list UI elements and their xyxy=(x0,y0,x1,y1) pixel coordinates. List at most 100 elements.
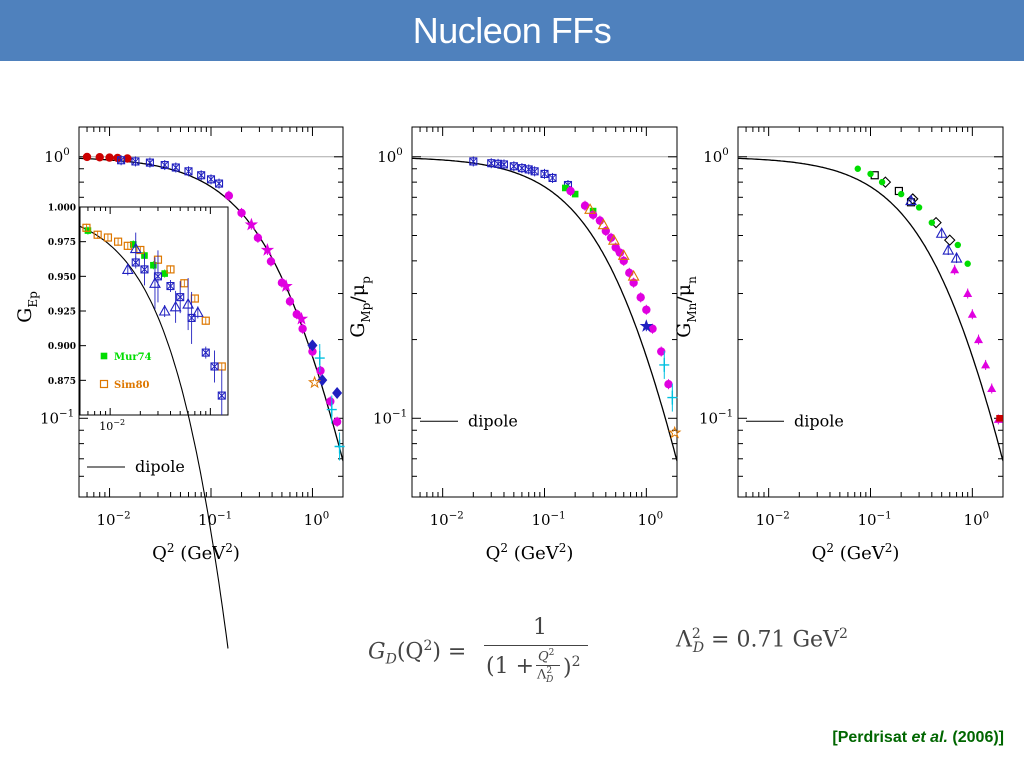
data-point-box xyxy=(171,163,180,172)
x-tick-label: 10−1 xyxy=(531,510,565,529)
data-series xyxy=(950,264,1003,425)
data-point xyxy=(974,335,984,344)
data-point xyxy=(942,243,955,255)
formula-lhs: GD(Q2) = xyxy=(368,638,467,668)
data-point-box xyxy=(145,158,154,167)
data-point xyxy=(996,414,1003,422)
inset-y-tick-label: 0.900 xyxy=(48,342,76,352)
inset-data-point xyxy=(166,281,175,291)
data-point xyxy=(530,167,539,176)
data-point-box xyxy=(494,159,503,168)
data-point-box xyxy=(530,167,539,176)
data-point xyxy=(171,163,180,172)
inset-data-point xyxy=(158,304,171,316)
inset-data-point xyxy=(140,265,149,274)
data-point-box xyxy=(469,157,478,166)
data-point xyxy=(224,191,234,200)
y-tick-label: 10−1 xyxy=(373,409,407,428)
legend-label: dipole xyxy=(794,411,844,430)
data-point xyxy=(294,311,309,325)
data-point xyxy=(597,218,610,230)
data-point xyxy=(95,153,104,162)
data-point xyxy=(878,178,886,186)
data-point xyxy=(627,269,640,281)
data-point xyxy=(540,169,549,178)
inset-data-point-box xyxy=(131,258,140,267)
inset-data-point xyxy=(123,241,132,250)
legend-label: dipole xyxy=(468,411,518,430)
inset-data-point-box xyxy=(176,293,185,302)
data-point-box xyxy=(509,162,518,171)
data-point xyxy=(639,319,654,332)
x-tick-label: 10−2 xyxy=(96,510,130,529)
formula-inner-den: Λ2D xyxy=(537,666,554,685)
inset-data-point xyxy=(153,272,163,281)
x-tick-label: 100 xyxy=(964,510,990,529)
data-point xyxy=(928,219,936,226)
inset-data-point xyxy=(201,316,210,325)
inset-data-point xyxy=(182,297,195,309)
data-point xyxy=(905,194,917,206)
data-point xyxy=(279,279,293,292)
data-series xyxy=(854,165,971,267)
data-point xyxy=(950,251,963,263)
data-point xyxy=(943,234,956,246)
inset-data-point xyxy=(103,233,113,242)
data-point xyxy=(642,305,651,314)
y-tick-label: 100 xyxy=(44,147,70,166)
y-tick-label: 100 xyxy=(377,147,403,166)
dipole-curve xyxy=(738,157,1004,462)
inset-data-point-cross xyxy=(166,282,175,290)
data-point xyxy=(964,260,971,267)
data-point-cross xyxy=(548,174,557,182)
x-tick-label: 100 xyxy=(638,510,664,529)
formula-inner-bar xyxy=(536,665,560,666)
data-series xyxy=(996,414,1003,422)
y-axis-label: GMp/μp xyxy=(347,276,373,338)
data-point xyxy=(668,425,682,439)
inset-y-tick-label: 0.875 xyxy=(48,377,76,387)
data-point xyxy=(317,374,328,387)
data-point-cross xyxy=(197,171,206,180)
data-point-box xyxy=(548,173,557,183)
inset-data-point-cross xyxy=(210,362,219,371)
inset-data-point xyxy=(210,362,219,371)
data-series xyxy=(224,190,342,427)
chart-panel-2: dipole xyxy=(411,126,682,498)
title-bar: Nucleon FFs xyxy=(0,0,1024,61)
data-series xyxy=(566,185,673,390)
chart-panel-3: dipole xyxy=(737,126,1004,498)
data-point xyxy=(561,184,569,192)
inset-y-tick-label: 1.000 xyxy=(48,204,76,214)
inset-data-point xyxy=(93,230,102,239)
x-tick-label: 10−2 xyxy=(430,510,464,529)
y-tick-label: 10−1 xyxy=(40,409,74,428)
data-point xyxy=(963,289,973,298)
citation: [Perdrisat et al. (2006)] xyxy=(832,729,1004,746)
data-point-box xyxy=(131,157,140,166)
data-point xyxy=(499,160,509,169)
data-point xyxy=(307,339,318,352)
inset-data-point-cross xyxy=(217,391,226,400)
data-point xyxy=(571,190,579,198)
inset-data-point xyxy=(84,227,92,234)
data-point xyxy=(237,208,246,218)
data-series xyxy=(639,319,654,332)
lambda-value: Λ2D = 0.71 GeV2 xyxy=(676,626,848,656)
data-point xyxy=(105,153,114,162)
inset-data-point-cross xyxy=(131,258,140,267)
data-point xyxy=(619,256,628,266)
inset-data-point-box xyxy=(166,281,175,291)
inset-data-point xyxy=(121,263,134,274)
data-point xyxy=(509,162,518,171)
data-point-box xyxy=(184,167,193,176)
inset-data-point-box xyxy=(140,265,149,274)
data-point xyxy=(615,248,625,257)
formula-numerator: 1 xyxy=(533,615,547,640)
x-tick-label: 10−1 xyxy=(857,510,891,529)
data-point xyxy=(326,397,335,406)
x-tick-label: 10−2 xyxy=(756,510,790,529)
data-point xyxy=(214,179,224,188)
data-series xyxy=(117,155,224,189)
x-axis-label: Q2 (GeV2) xyxy=(152,541,240,564)
